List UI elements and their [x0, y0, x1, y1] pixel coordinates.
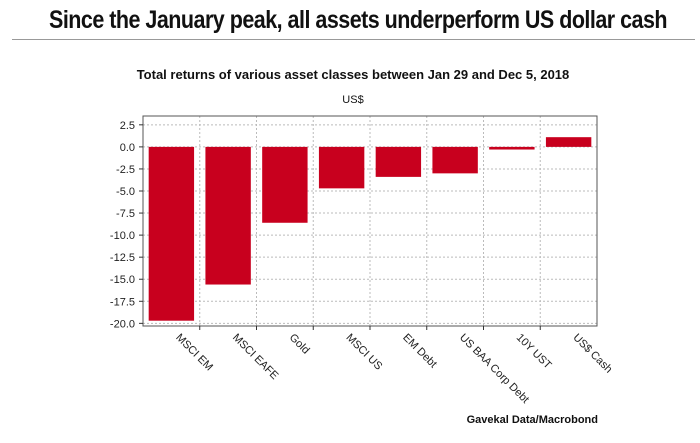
y-tick-label: -15.0 — [110, 274, 135, 286]
bar — [375, 146, 422, 177]
y-tick-label: -20.0 — [110, 318, 135, 330]
x-tick-label: MSCI EAFE — [230, 332, 280, 382]
bar — [262, 146, 308, 223]
chart-title: Total returns of various asset classes b… — [137, 67, 570, 82]
bar — [432, 146, 478, 174]
gridlines — [143, 116, 597, 326]
headline-divider — [12, 39, 695, 40]
y-tick-label: -7.5 — [116, 208, 135, 220]
y-tick-label: -12.5 — [110, 252, 135, 264]
y-tick-label: -5.0 — [116, 186, 135, 198]
x-tick-label: EM Debt — [400, 332, 439, 371]
y-tick-label: -17.5 — [110, 296, 135, 308]
page-headline: Since the January peak, all assets under… — [49, 6, 668, 34]
x-tick-label: US$ Cash — [571, 332, 615, 376]
bar — [148, 146, 195, 321]
bar — [318, 146, 365, 189]
y-tick-label: -10.0 — [110, 230, 135, 242]
x-axis: MSCI EM MSCI EAFE Gold MSCI US EM Debt US BAA… — [173, 326, 614, 406]
y-tick-label: -2.5 — [116, 164, 135, 176]
unit-label: US$ — [342, 94, 363, 106]
source-label: Gavekal Data/Macrobond — [467, 414, 598, 426]
x-tick-label: Gold — [287, 332, 312, 357]
x-tick-label: 10Y UST — [514, 332, 554, 372]
x-tick-label: MSCI US — [344, 332, 385, 373]
y-tick-label: 2.5 — [120, 120, 135, 132]
bar — [205, 146, 251, 285]
bars-group — [148, 137, 592, 321]
bar — [489, 146, 535, 150]
bar — [545, 137, 592, 147]
x-tick-label: MSCI EM — [173, 332, 215, 374]
y-tick-label: 0.0 — [120, 142, 135, 154]
y-axis: 2.5 0.0 -2.5 -5.0 -7.5 -10.0 -12.5 -15.0 -17.5 -2… — [110, 120, 143, 330]
